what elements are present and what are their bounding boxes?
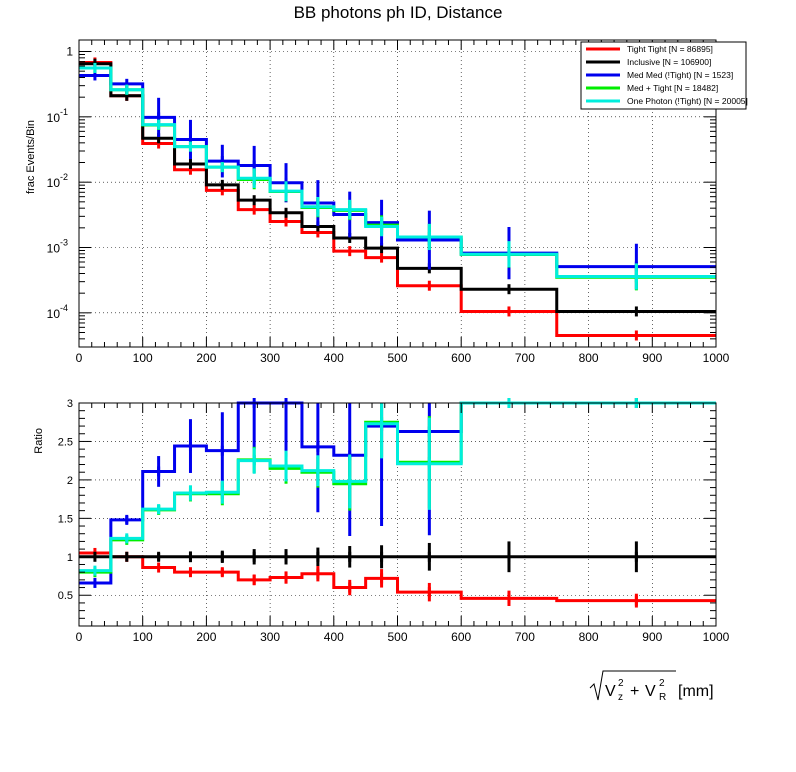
y-tick-label-exp: -1 xyxy=(60,107,68,117)
y-tick-label-exp: -4 xyxy=(60,303,68,313)
x-tick-label: 1000 xyxy=(703,630,730,644)
bottom-series xyxy=(79,398,716,608)
y-tick-label: 10 xyxy=(47,176,61,190)
x-axis-label: V 2 z + V 2 R [mm] xyxy=(589,670,714,703)
x-label-v1: V xyxy=(605,683,616,700)
y-tick-label: 10 xyxy=(47,111,61,125)
x-tick-label: 1000 xyxy=(703,351,730,365)
legend-label-med_tight: Med + Tight [N = 18482] xyxy=(627,83,718,93)
x-tick-label: 800 xyxy=(579,630,599,644)
x-label-plus: + xyxy=(630,683,639,700)
x-label-sub2: R xyxy=(659,692,666,703)
x-tick-label: 500 xyxy=(387,630,407,644)
y-tick-label: 1 xyxy=(67,552,73,564)
y-tick-label: 1 xyxy=(66,45,73,59)
x-label-v2: V xyxy=(645,683,656,700)
x-label-sup1: 2 xyxy=(618,678,624,689)
top-y-axis-label: frac Events/Bin xyxy=(25,120,37,194)
legend-label-inclusive: Inclusive [N = 106900] xyxy=(627,57,711,67)
y-tick-label: 10 xyxy=(47,242,61,256)
y-tick-label: 2.5 xyxy=(58,436,73,448)
bottom-y-axis-label: Ratio xyxy=(33,428,45,454)
chart-title: BB photons ph ID, Distance xyxy=(294,3,503,22)
bottom-series-tight_tight xyxy=(79,551,716,603)
legend-label-med_med: Med Med (!Tight) [N = 1523] xyxy=(627,70,733,80)
y-tick-label-exp: -3 xyxy=(60,238,68,248)
sqrt-sign xyxy=(589,670,676,701)
y-tick-label: 3 xyxy=(67,398,73,410)
x-tick-label: 500 xyxy=(387,351,407,365)
x-tick-label: 700 xyxy=(515,351,535,365)
bottom-series-one_photon xyxy=(79,401,716,573)
y-tick-label: 10 xyxy=(47,307,61,321)
y-tick-label: 0.5 xyxy=(58,590,73,602)
bottom-axes: 0 100 200 300 400 500 600 700 800 900 1000 0.5 1 1.5 2… xyxy=(58,398,730,644)
x-tick-label: 100 xyxy=(133,351,153,365)
x-label-sup2: 2 xyxy=(659,678,665,689)
x-tick-label: 0 xyxy=(76,351,83,365)
x-tick-label: 0 xyxy=(76,630,83,644)
legend: Tight Tight [N = 86895] Inclusive [N = 10… xyxy=(580,41,748,110)
x-tick-label: 400 xyxy=(324,351,344,365)
x-label-sub1: z xyxy=(618,692,623,703)
x-tick-label: 700 xyxy=(515,630,535,644)
top-series xyxy=(79,57,716,341)
y-tick-label: 2 xyxy=(67,475,73,487)
y-tick-label: 1.5 xyxy=(58,513,73,525)
x-tick-label: 900 xyxy=(642,351,662,365)
x-label-unit: [mm] xyxy=(678,683,714,700)
x-tick-label: 800 xyxy=(579,351,599,365)
x-tick-label: 900 xyxy=(642,630,662,644)
x-tick-label: 200 xyxy=(196,630,216,644)
x-tick-label: 400 xyxy=(324,630,344,644)
legend-label-one_photon: One Photon (!Tight) [N = 20005] xyxy=(627,96,748,106)
x-tick-label: 600 xyxy=(451,630,471,644)
y-tick-label-exp: -2 xyxy=(60,172,68,182)
x-tick-label: 100 xyxy=(133,630,153,644)
bottom-panel: 0 100 200 300 400 500 600 700 800 900 1000 0.5 1 1.5 2… xyxy=(33,398,730,644)
x-tick-label: 600 xyxy=(451,351,471,365)
x-tick-label: 200 xyxy=(196,351,216,365)
x-tick-label: 300 xyxy=(260,351,280,365)
legend-label-tight_tight: Tight Tight [N = 86895] xyxy=(627,44,713,54)
x-tick-label: 300 xyxy=(260,630,280,644)
